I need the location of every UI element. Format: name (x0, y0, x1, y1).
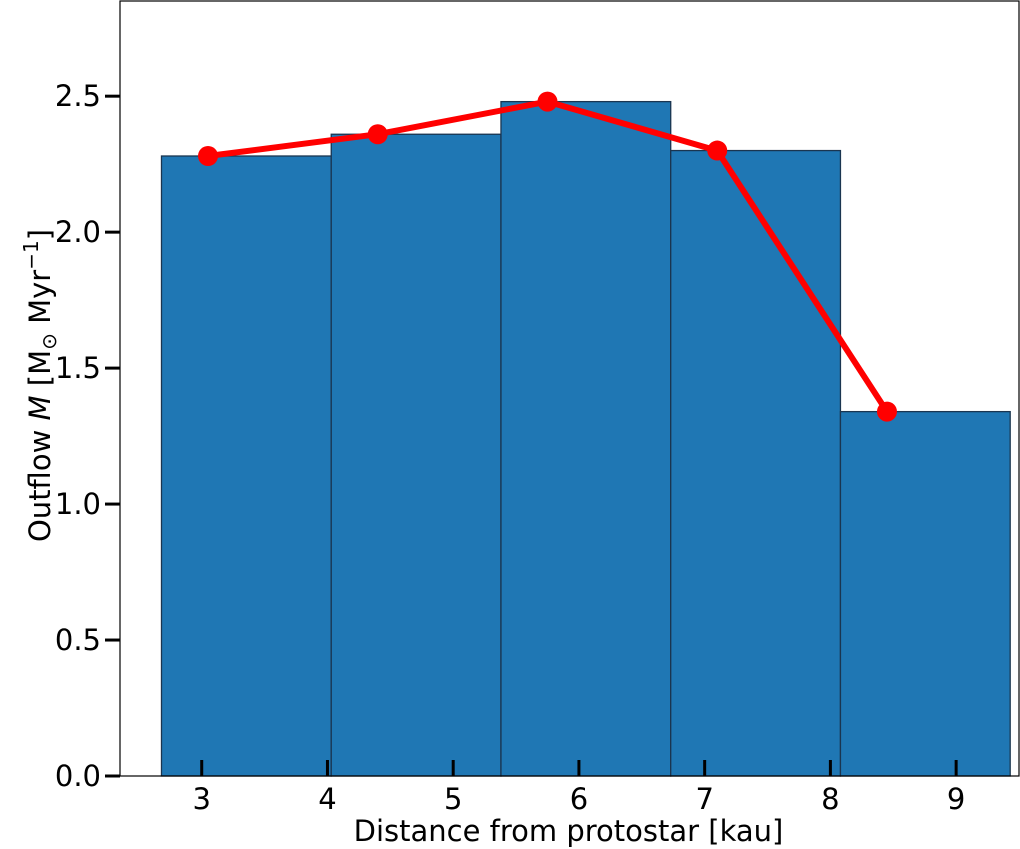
y-axis-label-symbol: M (23, 395, 57, 420)
bars-group (160, 100, 1011, 777)
y-axis-label-units-mid: Myr (23, 270, 57, 333)
y-axis-label-sun-symbol: ⊙ (37, 333, 61, 350)
y-tick-label: 0.5 (55, 623, 101, 657)
line-point (876, 401, 897, 422)
y-axis-label-units-close: ] (23, 229, 57, 240)
line-point (537, 91, 558, 112)
x-axis-ticks: 3 4 5 6 7 8 9 (193, 760, 965, 816)
y-tick-label: 2.5 (55, 79, 101, 113)
x-tick-label: 3 (193, 782, 211, 816)
line-point (198, 146, 219, 166)
y-axis-label-exponent: −1 (19, 240, 43, 269)
bar (839, 410, 1011, 777)
x-tick-label: 4 (318, 782, 336, 816)
line-point (367, 124, 388, 145)
x-tick-label: 6 (570, 782, 588, 816)
bar (670, 149, 842, 777)
bar (500, 100, 672, 777)
y-axis-ticks: 0.0 0.5 1.0 1.5 2.0 2.5 (55, 79, 120, 793)
line-point (707, 140, 728, 161)
x-tick-label: 7 (695, 782, 713, 816)
y-tick-label: 0.0 (55, 759, 101, 793)
bar (330, 133, 502, 777)
line-series-group (198, 91, 897, 422)
x-tick-label: 5 (444, 782, 462, 816)
y-tick-label: 1.0 (55, 487, 101, 521)
y-axis-label-units-open: [M (23, 350, 57, 396)
bar (160, 155, 332, 777)
y-axis-label: Outflow M [M⊙ Myr−1] (19, 229, 61, 542)
plot-frame (119, 0, 1020, 777)
x-tick-label: 8 (821, 782, 839, 816)
y-tick-label: 2.0 (55, 215, 101, 249)
y-tick-label: 1.5 (55, 351, 101, 385)
y-axis-label-prefix: Outflow (23, 420, 57, 542)
x-tick-label: 9 (947, 782, 965, 816)
x-axis-label: Distance from protostar [kau] (354, 814, 784, 848)
